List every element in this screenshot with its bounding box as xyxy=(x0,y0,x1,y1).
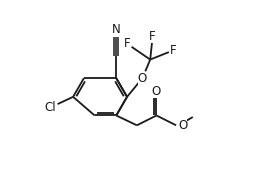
Text: N: N xyxy=(112,23,121,36)
Text: O: O xyxy=(152,85,161,98)
Text: O: O xyxy=(178,119,187,132)
Text: F: F xyxy=(149,30,155,43)
Text: F: F xyxy=(170,44,176,57)
Text: F: F xyxy=(124,37,131,50)
Text: Cl: Cl xyxy=(45,101,56,114)
Text: O: O xyxy=(138,72,147,85)
